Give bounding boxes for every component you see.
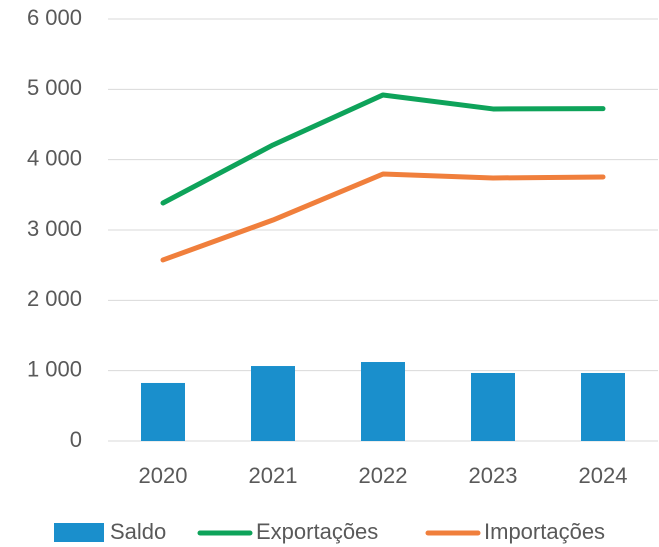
y-tick-label: 4 000: [27, 145, 82, 170]
bar: [141, 382, 185, 441]
x-tick-label: 2021: [249, 463, 298, 488]
x-tick-label: 2024: [579, 463, 628, 488]
legend-label: Exportações: [256, 519, 378, 544]
x-tick-label: 2020: [139, 463, 188, 488]
x-tick-label: 2023: [469, 463, 518, 488]
legend-label: Importações: [484, 519, 605, 544]
y-tick-label: 1 000: [27, 356, 82, 381]
y-tick-label: 6 000: [27, 5, 82, 30]
y-tick-label: 0: [70, 427, 82, 452]
bar: [471, 372, 515, 441]
bar: [581, 372, 625, 441]
y-tick-label: 2 000: [27, 286, 82, 311]
bar: [361, 362, 405, 441]
y-tick-label: 3 000: [27, 216, 82, 241]
legend-label: Saldo: [110, 519, 166, 544]
bar: [251, 366, 295, 441]
line: [160, 171, 606, 263]
y-tick-label: 5 000: [27, 75, 82, 100]
x-tick-label: 2022: [359, 463, 408, 488]
line: [160, 92, 606, 206]
legend-swatch: [54, 523, 104, 542]
